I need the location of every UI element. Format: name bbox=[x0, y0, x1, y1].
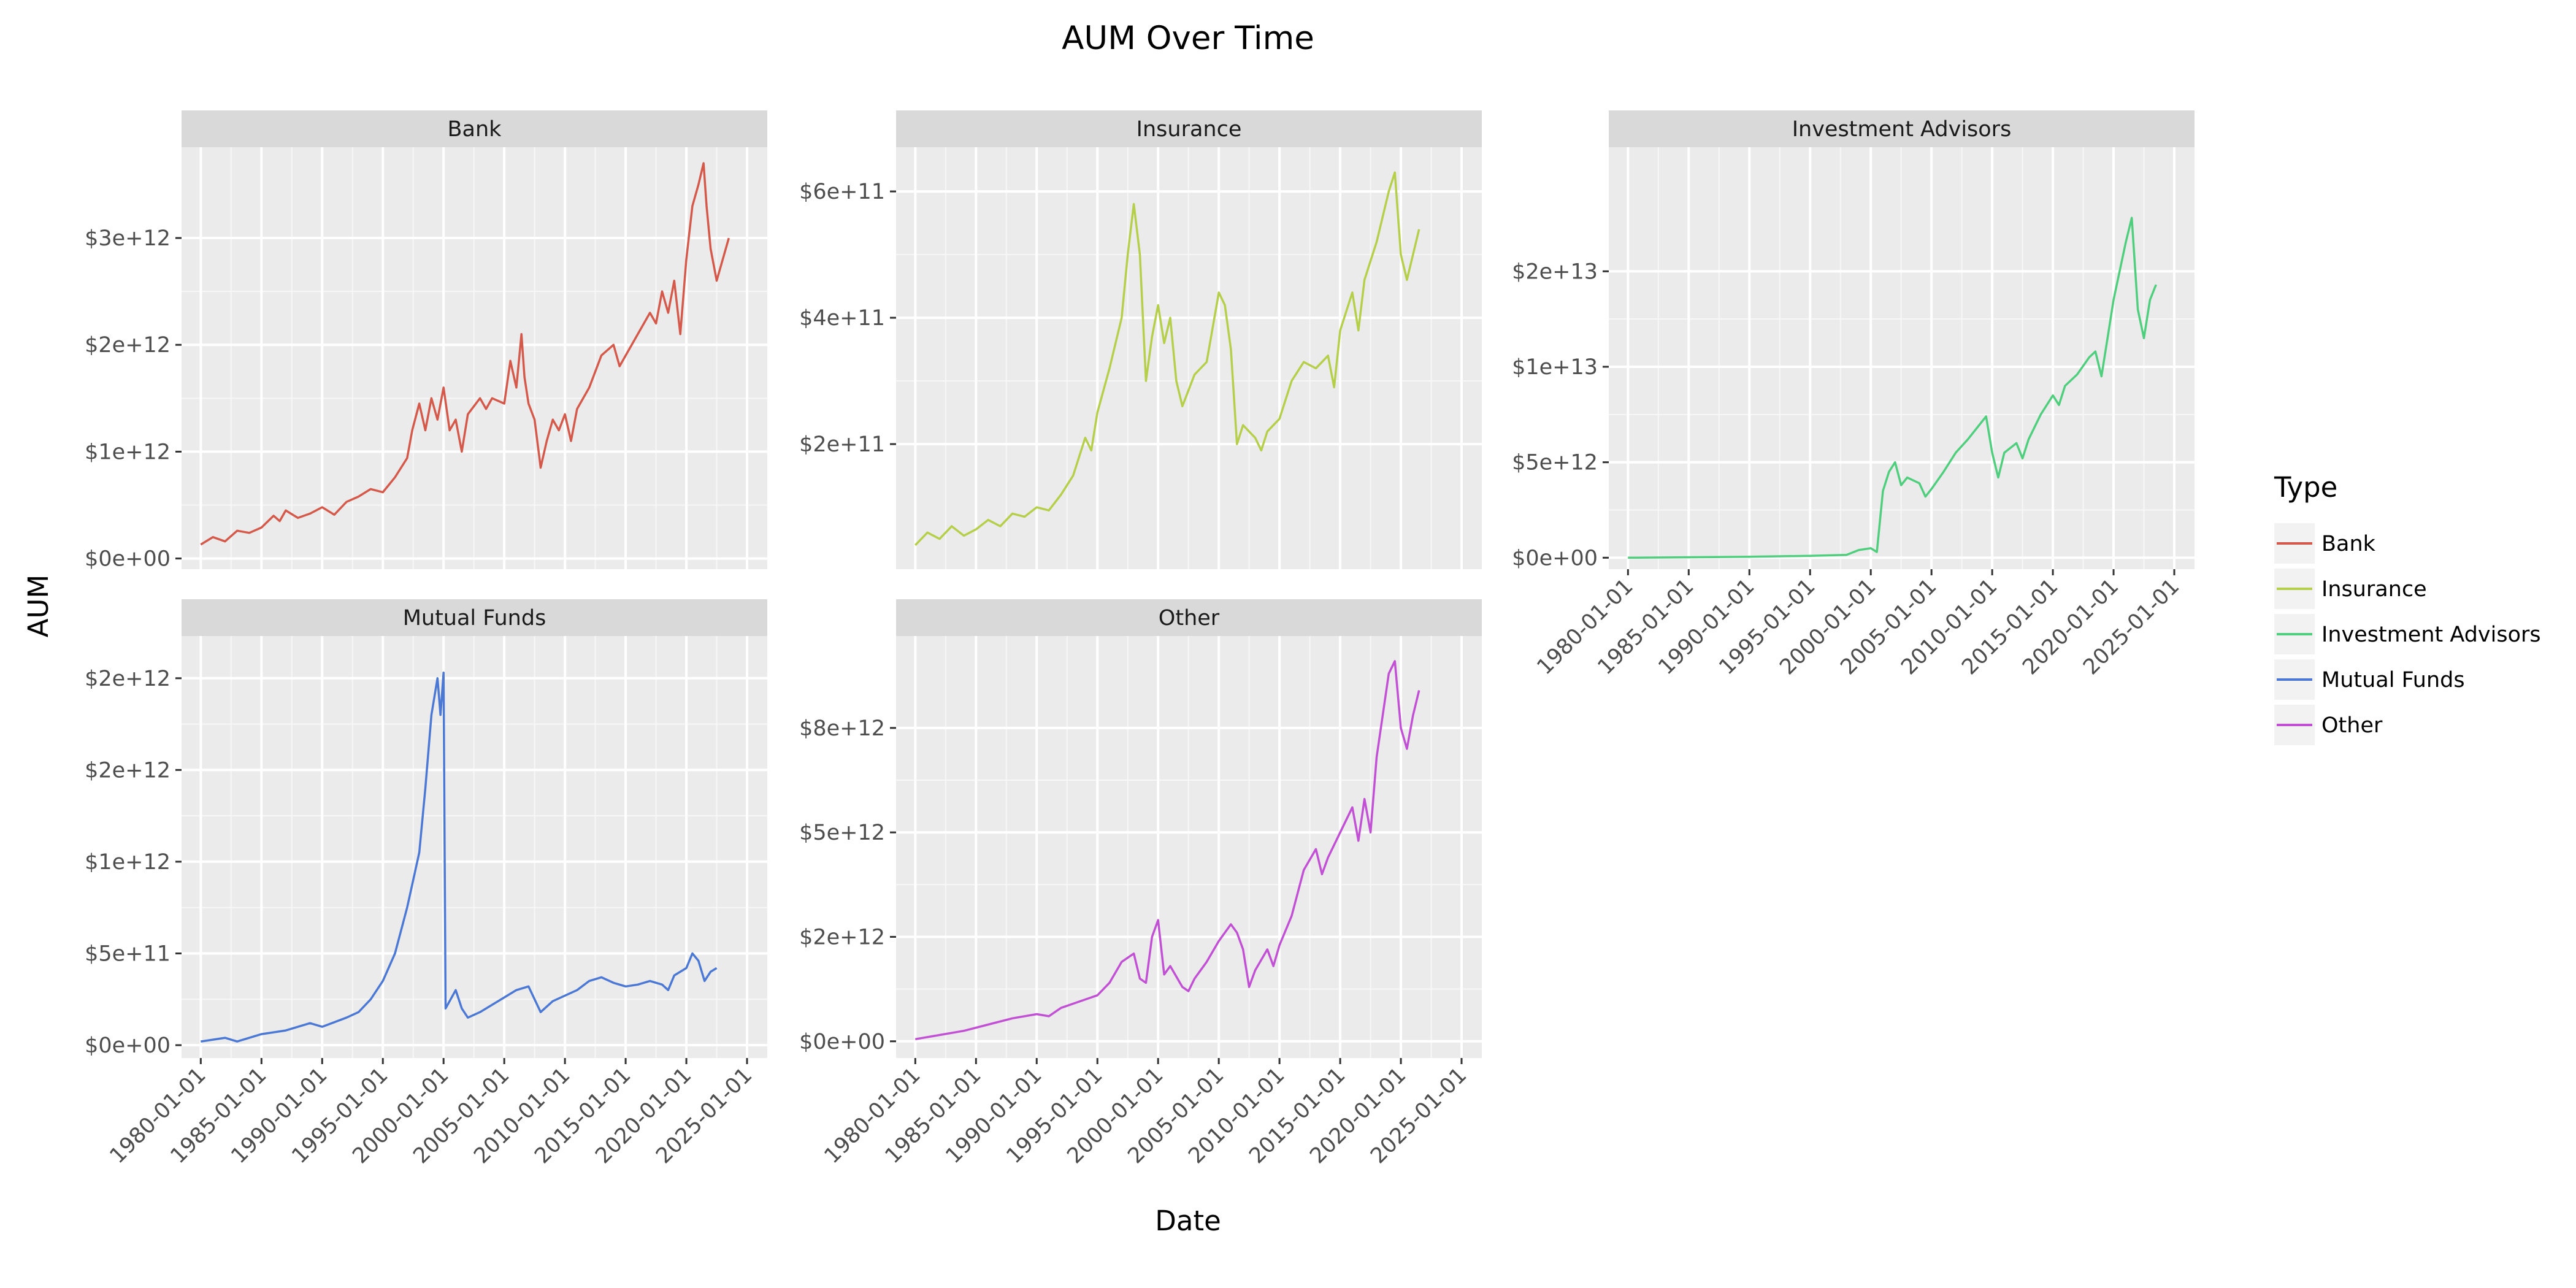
strip-bank bbox=[182, 110, 767, 147]
strip-label-bank: Bank bbox=[448, 117, 502, 142]
y-tick-label-mutual-funds: $5e+11 bbox=[85, 941, 171, 966]
legend: Type Bank Insurance Investment Advisors Mut… bbox=[2274, 471, 2541, 745]
legend-item-insurance: Insurance bbox=[2274, 569, 2427, 609]
series-line-mutual-funds bbox=[201, 672, 718, 1043]
strip-mutual-funds bbox=[182, 599, 767, 636]
y-tick-label-bank: $3e+12 bbox=[85, 226, 171, 251]
legend-label-investment-advisors: Investment Advisors bbox=[2321, 623, 2541, 647]
strip-investment-advisors bbox=[1609, 110, 2195, 147]
panel-insurance: Insurance $2e+11 $4e+11 $6e+11 bbox=[799, 110, 1482, 569]
y-tick-label-investment-advisors: $5e+12 bbox=[1512, 451, 1598, 475]
legend-item-investment-advisors: Investment Advisors bbox=[2274, 614, 2541, 654]
facet-panels: Bank $0e+00 $1e+12 $2e+12 $3e+12 Insurance $2e… bbox=[85, 110, 2195, 1168]
y-tick-label-bank: $2e+12 bbox=[85, 333, 171, 358]
y-tick-label-insurance: $4e+11 bbox=[799, 306, 885, 331]
legend-item-other: Other bbox=[2274, 705, 2383, 745]
strip-label-insurance: Insurance bbox=[1137, 117, 1242, 142]
series-line-insurance bbox=[914, 171, 1420, 546]
y-tick-label-bank: $1e+12 bbox=[85, 440, 171, 464]
y-tick-label-other: $2e+12 bbox=[799, 925, 885, 949]
series-line-investment-advisors bbox=[1628, 217, 2157, 559]
y-tick-label-investment-advisors: $2e+13 bbox=[1512, 259, 1598, 284]
legend-label-bank: Bank bbox=[2321, 532, 2376, 556]
strip-label-other: Other bbox=[1159, 606, 1220, 631]
legend-item-bank: Bank bbox=[2274, 523, 2376, 564]
panel-bank: Bank $0e+00 $1e+12 $2e+12 $3e+12 bbox=[85, 110, 767, 572]
strip-insurance bbox=[896, 110, 1482, 147]
y-tick-label-mutual-funds: $0e+00 bbox=[85, 1033, 171, 1058]
panel-other: Other$0e+00$2e+12$5e+12$8e+121980-01-011… bbox=[799, 599, 1482, 1168]
strip-other bbox=[896, 599, 1482, 636]
legend-label-insurance: Insurance bbox=[2321, 577, 2427, 602]
y-tick-label-mutual-funds: $1e+12 bbox=[85, 850, 171, 875]
y-tick-label-bank: $0e+00 bbox=[85, 547, 171, 572]
panel-investment-advisors: Investment Advisors $0e+00 $5e+12 $1e+13 $2e… bbox=[1512, 110, 2195, 680]
series-line-other bbox=[915, 660, 1420, 1041]
legend-item-mutual-funds: Mutual Funds bbox=[2274, 659, 2465, 700]
series-line-bank bbox=[200, 162, 730, 546]
legend-title: Type bbox=[2274, 471, 2337, 504]
panel-mutual-funds: Mutual Funds $0e+00 $5e+11 $1e+12 $2e+12 $2e+… bbox=[85, 599, 767, 1168]
strip-label-mutual-funds: Mutual Funds bbox=[403, 606, 546, 631]
y-tick-label-other: $8e+12 bbox=[799, 716, 885, 741]
y-tick-label-other: $5e+12 bbox=[799, 821, 885, 845]
chart-title: AUM Over Time bbox=[1062, 20, 1314, 57]
y-tick-label-insurance: $2e+11 bbox=[799, 432, 885, 457]
y-tick-label-other: $0e+00 bbox=[799, 1030, 885, 1054]
y-tick-label-mutual-funds: $2e+12 bbox=[85, 758, 171, 783]
strip-label-investment-advisors: Investment Advisors bbox=[1792, 117, 2012, 142]
y-axis-title: AUM bbox=[22, 575, 55, 638]
legend-label-mutual-funds: Mutual Funds bbox=[2321, 668, 2465, 692]
y-tick-label-insurance: $6e+11 bbox=[799, 180, 885, 204]
y-tick-label-investment-advisors: $1e+13 bbox=[1512, 355, 1598, 380]
y-tick-label-mutual-funds: $2e+12 bbox=[85, 667, 171, 691]
x-axis-title: Date bbox=[1155, 1205, 1221, 1237]
y-tick-label-investment-advisors: $0e+00 bbox=[1512, 546, 1598, 570]
legend-label-other: Other bbox=[2321, 713, 2383, 738]
